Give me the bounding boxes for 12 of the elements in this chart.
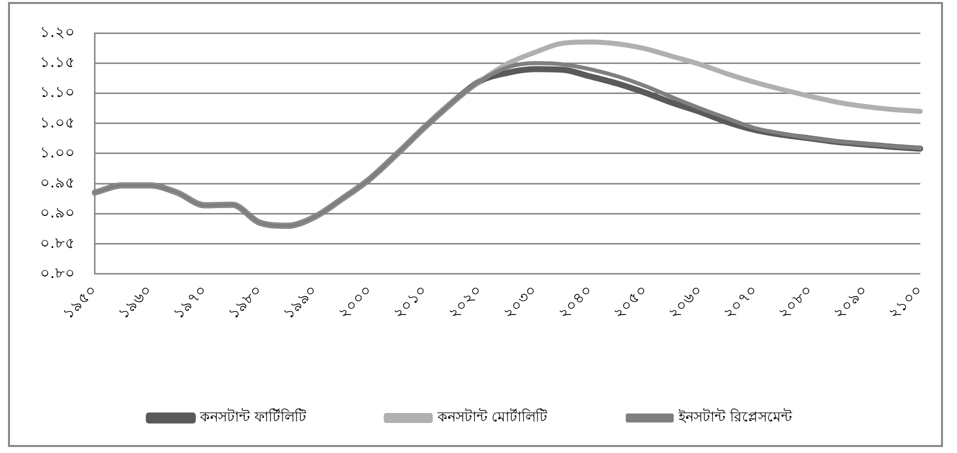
y-tick-label: ০.৮৫ — [40, 234, 75, 252]
legend-label: ইনসটান্ট রিপ্লেসমেন্ট — [678, 408, 794, 426]
y-tick-label: ১.১০ — [40, 83, 75, 102]
y-tick-label: ১.০৫ — [40, 113, 75, 132]
y-tick-label: ১.০০ — [40, 143, 75, 162]
legend-label: কনসটান্ট মোর্টালিটি — [436, 408, 548, 426]
legend-label: কনসটান্ট ফার্টিলিটি — [198, 408, 306, 426]
y-tick-label: ০.৮০ — [40, 264, 75, 282]
y-tick-label: ১.২০ — [40, 22, 75, 41]
y-tick-label: ০.৯৫ — [40, 174, 75, 192]
y-tick-label: ০.৯০ — [40, 204, 75, 222]
y-tick-label: ১.১৫ — [40, 53, 75, 72]
